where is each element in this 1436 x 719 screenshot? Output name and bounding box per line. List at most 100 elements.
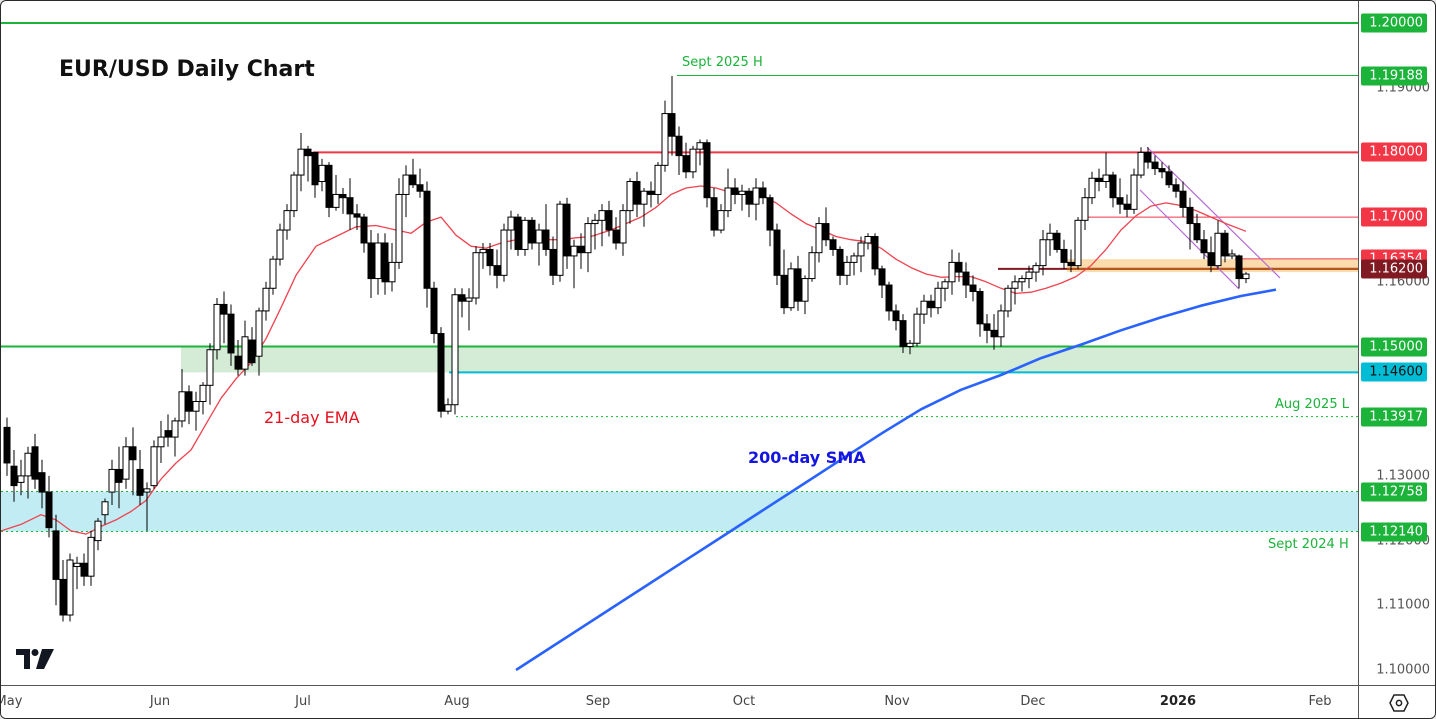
candle-bearish: [773, 229, 781, 276]
candle-bearish: [1165, 171, 1173, 186]
candle-bearish: [458, 294, 466, 302]
candle-bearish: [164, 430, 172, 438]
candle-bearish: [1067, 261, 1075, 267]
candle-bearish: [829, 239, 837, 250]
candle-bullish: [689, 148, 697, 173]
candle-bearish: [766, 197, 774, 231]
candle-bullish: [808, 252, 816, 280]
tradingview-logo-icon: [16, 649, 54, 669]
candle-bullish: [1130, 174, 1138, 210]
time-axis-label: Dec: [1020, 694, 1046, 709]
candle-bearish: [430, 287, 438, 335]
candle-bearish: [633, 181, 641, 205]
candle-bearish: [647, 190, 655, 195]
candle-bullish: [724, 187, 732, 212]
candle-bearish: [1172, 184, 1180, 192]
price-level-tag: 1.12140: [1361, 522, 1427, 542]
time-axis-label: Jun: [149, 694, 171, 709]
candle-bullish: [1228, 253, 1236, 257]
candle-bearish: [1123, 203, 1131, 210]
candle-bullish: [787, 268, 795, 309]
candle-bearish: [1200, 239, 1208, 254]
candle-bearish: [10, 465, 18, 487]
candle-bearish: [703, 142, 711, 199]
annotation-aug-2025-low: Aug 2025 L: [1275, 397, 1349, 412]
candle-bearish: [892, 310, 900, 322]
candle-bullish: [570, 245, 578, 257]
price-axis-tick: 1.10000: [1376, 662, 1430, 678]
candle-bullish: [850, 255, 858, 263]
candle-bullish: [640, 190, 648, 205]
candle-bearish: [346, 197, 354, 215]
candle-bullish: [451, 294, 459, 406]
candle-bearish: [423, 190, 431, 289]
candle-bullish: [1074, 219, 1082, 267]
price-chart-canvas[interactable]: [1, 1, 1358, 685]
candle-bullish: [374, 242, 382, 280]
time-axis-label: May: [1, 694, 23, 709]
candle-bullish: [262, 287, 270, 312]
candle-bullish: [598, 210, 606, 221]
candle-bullish: [801, 278, 809, 302]
annotation-sept-2025-high: Sept 2025 H: [682, 55, 763, 70]
candle-bearish: [1158, 168, 1166, 173]
time-axis[interactable]: May Jun Jul Aug Sep Oct Nov Dec 2026 Feb: [1, 685, 1358, 718]
candle-bullish: [815, 223, 823, 254]
chart-settings-button[interactable]: [1358, 685, 1435, 718]
candle-bullish: [591, 219, 599, 225]
candle-bullish: [122, 446, 130, 480]
price-level-tag: 1.20000: [1361, 13, 1427, 33]
candle-bearish: [80, 562, 88, 577]
candle-bullish: [108, 468, 116, 493]
candle-bullish: [906, 342, 914, 348]
price-axis[interactable]: 1.190001.160001.130001.120001.110001.100…: [1358, 1, 1435, 685]
candle-bearish: [1109, 174, 1117, 199]
candle-bullish: [535, 229, 543, 244]
chart-plot-area[interactable]: EUR/USD Daily Chart Sept 2025 H Aug 2025…: [1, 1, 1358, 685]
candle-bullish: [857, 242, 865, 257]
candle-bearish: [983, 323, 991, 331]
candle-bullish: [157, 436, 165, 448]
price-level-tag: 1.17000: [1361, 207, 1427, 227]
candle-bearish: [675, 135, 683, 157]
candle-bullish: [1137, 151, 1145, 176]
candle-bullish: [717, 210, 725, 231]
candle-bullish: [626, 181, 634, 212]
candle-bullish: [402, 174, 410, 195]
candle-bearish: [1179, 190, 1187, 208]
candle-bullish: [584, 223, 592, 254]
candle-bullish: [276, 229, 284, 260]
chart-title: EUR/USD Daily Chart: [59, 57, 315, 82]
candle-bullish: [213, 303, 221, 351]
candle-bullish: [1004, 287, 1012, 312]
candle-bearish: [899, 320, 907, 347]
candle-bullish: [738, 190, 746, 195]
candle-bearish: [360, 216, 368, 244]
candle-bullish: [332, 193, 340, 208]
candle-bullish: [941, 281, 949, 289]
candle-bullish: [150, 446, 158, 487]
candle-bearish: [1053, 232, 1061, 250]
price-axis-tick: 1.11000: [1376, 597, 1430, 613]
candle-bearish: [367, 242, 375, 280]
candle-bearish: [416, 184, 424, 192]
candle-bearish: [563, 203, 571, 257]
candle-bearish: [577, 245, 585, 254]
candle-bearish: [731, 187, 739, 195]
candle-bearish: [822, 223, 830, 241]
candle-bullish: [73, 562, 81, 567]
candle-bearish: [129, 446, 137, 461]
candle-bearish: [353, 213, 361, 218]
candle-bearish: [248, 339, 256, 364]
candle-bearish: [1151, 161, 1159, 170]
candle-bearish: [794, 268, 802, 302]
candle-bearish: [1116, 197, 1124, 205]
candle-bearish: [605, 210, 613, 231]
candle-bullish: [948, 261, 956, 283]
support-zone-green: [181, 346, 1358, 373]
candle-bearish: [927, 300, 935, 309]
candle-bearish: [542, 229, 550, 250]
candle-bearish: [976, 291, 984, 325]
time-axis-label: Feb: [1308, 694, 1332, 709]
candle-bullish: [556, 203, 564, 276]
